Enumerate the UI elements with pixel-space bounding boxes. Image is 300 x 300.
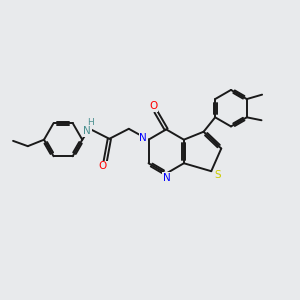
Text: N: N — [140, 133, 147, 143]
Text: O: O — [99, 161, 107, 172]
Text: N: N — [163, 173, 171, 183]
Text: S: S — [214, 170, 221, 180]
Text: N: N — [83, 126, 91, 136]
Text: H: H — [87, 118, 94, 127]
Text: O: O — [149, 101, 158, 111]
